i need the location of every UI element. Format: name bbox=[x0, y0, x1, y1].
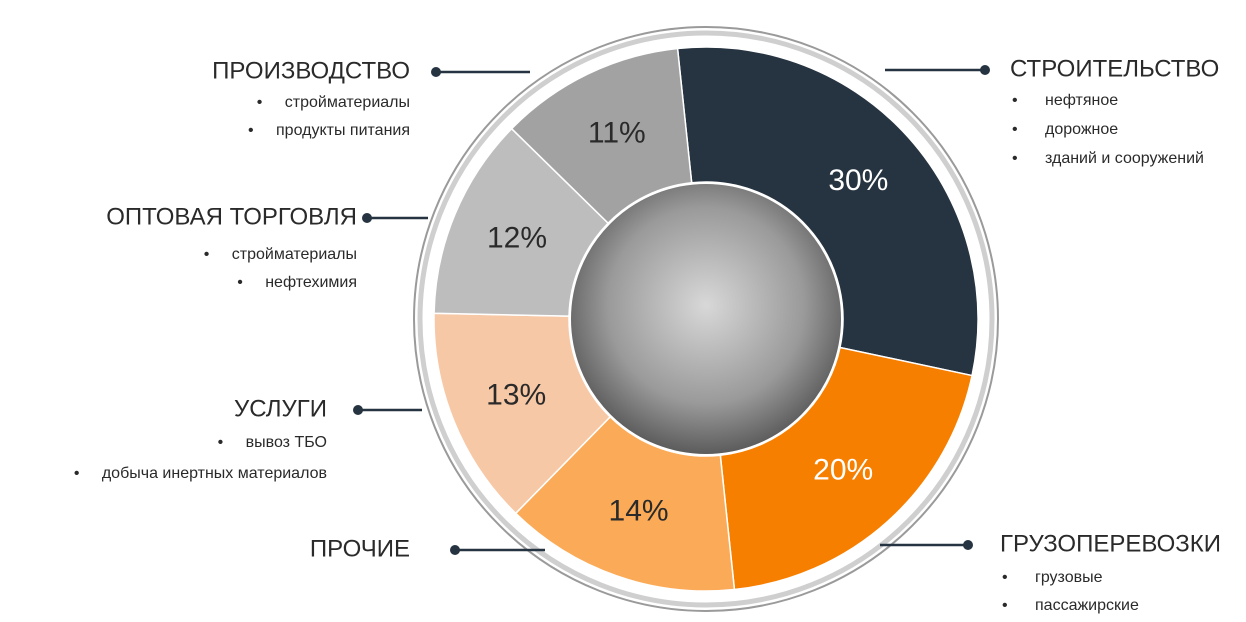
bullet: • bbox=[74, 465, 80, 482]
bullet: • bbox=[1002, 569, 1008, 586]
connector-dot bbox=[353, 405, 363, 415]
bullet: • bbox=[248, 122, 254, 139]
detail-label: нефтяное bbox=[1045, 92, 1118, 109]
value-label: 11% bbox=[588, 116, 646, 149]
detail-label: зданий и сооружений bbox=[1045, 150, 1204, 167]
chart: 30% 20% 14% 13% 12% 11% СТРОИТЕЛЬСТВО • нефтяное… bbox=[0, 0, 1246, 617]
bullet: • bbox=[1012, 121, 1018, 138]
value-label: 14% bbox=[609, 495, 669, 528]
connector-dot bbox=[450, 545, 460, 555]
detail-label: продукты питания bbox=[276, 122, 410, 139]
bullet: • bbox=[218, 434, 224, 451]
center-photo bbox=[570, 183, 842, 455]
bullet: • bbox=[1002, 597, 1008, 614]
category-label: УСЛУГИ bbox=[234, 395, 327, 422]
bullet: • bbox=[1012, 92, 1018, 109]
detail-label: добыча инертных материалов bbox=[102, 465, 327, 482]
connector-dot bbox=[431, 67, 441, 77]
detail-label: пассажирские bbox=[1035, 597, 1139, 614]
bullet: • bbox=[204, 246, 210, 263]
value-label: 30% bbox=[828, 164, 888, 197]
bullet: • bbox=[237, 274, 243, 291]
detail-label: грузовые bbox=[1035, 569, 1103, 586]
bullet: • bbox=[257, 94, 263, 111]
value-label: 20% bbox=[813, 453, 873, 486]
connector-dot bbox=[963, 540, 973, 550]
category-label: ПРОЧИЕ bbox=[310, 535, 410, 562]
category-label: ГРУЗОПЕРЕВОЗКИ bbox=[1000, 530, 1221, 557]
detail-label: нефтехимия bbox=[265, 274, 357, 291]
bullet: • bbox=[1012, 150, 1018, 167]
connector-dot bbox=[362, 213, 372, 223]
detail-label: вывоз ТБО bbox=[246, 434, 327, 451]
detail-label: стройматериалы bbox=[232, 246, 357, 263]
detail-label: дорожное bbox=[1045, 121, 1118, 138]
value-label: 12% bbox=[487, 221, 547, 254]
category-label: ОПТОВАЯ ТОРГОВЛЯ bbox=[106, 203, 357, 230]
detail-label: стройматериалы bbox=[285, 94, 410, 111]
category-label: ПРОИЗВОДСТВО bbox=[212, 57, 410, 84]
category-label: СТРОИТЕЛЬСТВО bbox=[1010, 55, 1219, 82]
connector-dot bbox=[980, 65, 990, 75]
value-label: 13% bbox=[486, 378, 546, 411]
